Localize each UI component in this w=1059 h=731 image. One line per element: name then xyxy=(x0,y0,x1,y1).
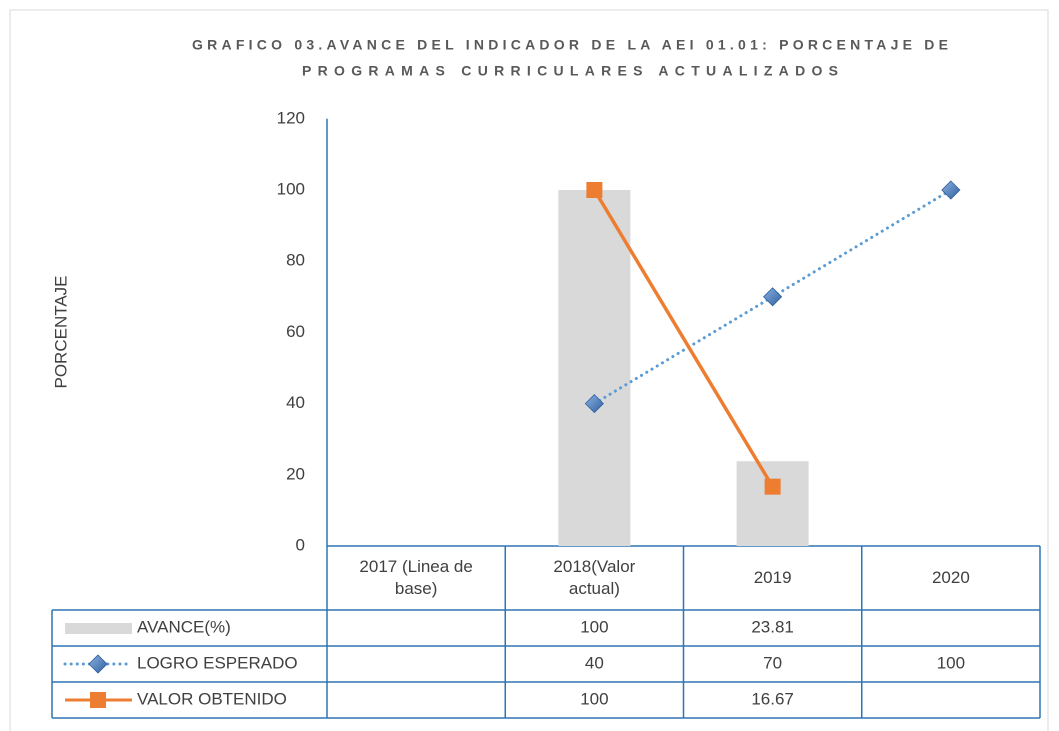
x-tick-label: 2019 xyxy=(753,568,792,587)
line-marker xyxy=(941,180,961,200)
y-tick-label: 40 xyxy=(286,393,305,412)
line-marker xyxy=(763,287,783,307)
line-marker xyxy=(586,182,603,198)
line xyxy=(592,189,775,488)
table-value: 100 xyxy=(937,653,965,672)
x-tick-label: 2017 (Linea de base) xyxy=(359,557,473,598)
chart-border xyxy=(9,9,1049,731)
bar xyxy=(736,461,809,546)
legend-key xyxy=(65,623,132,634)
line-marker xyxy=(584,394,604,414)
y-tick-label: 60 xyxy=(286,322,305,341)
y-tick-label: 0 xyxy=(296,535,305,554)
y-tick-label: 80 xyxy=(286,251,305,270)
x-tick-label: 2018(Valor actual) xyxy=(553,557,636,598)
table-value: 16.67 xyxy=(751,689,794,708)
legend-label: VALOR OBTENIDO xyxy=(137,689,287,708)
y-tick-label: 100 xyxy=(277,179,305,198)
bar xyxy=(558,190,631,546)
chart-title: GRAFICO 03.AVANCE DEL INDICADOR DE LA AE… xyxy=(192,37,948,53)
line-marker xyxy=(764,478,781,495)
legend-label: AVANCE(%) xyxy=(137,617,231,636)
y-tick-label: 20 xyxy=(286,464,305,483)
y-axis-label: PORCENTAJE xyxy=(51,275,70,388)
chart-title: PROGRAMAS CURRICULARES ACTUALIZADOS xyxy=(302,63,838,79)
table-value: 70 xyxy=(763,653,782,672)
legend-label: LOGRO ESPERADO xyxy=(137,653,298,672)
table-value: 100 xyxy=(580,689,608,708)
table-value: 40 xyxy=(585,653,604,672)
table-value: 100 xyxy=(580,617,608,636)
legend-marker xyxy=(90,692,106,708)
x-tick-label: 2020 xyxy=(931,568,970,587)
legend-marker xyxy=(88,654,108,674)
table-value: 23.81 xyxy=(751,617,794,636)
y-tick-label: 120 xyxy=(277,108,305,127)
